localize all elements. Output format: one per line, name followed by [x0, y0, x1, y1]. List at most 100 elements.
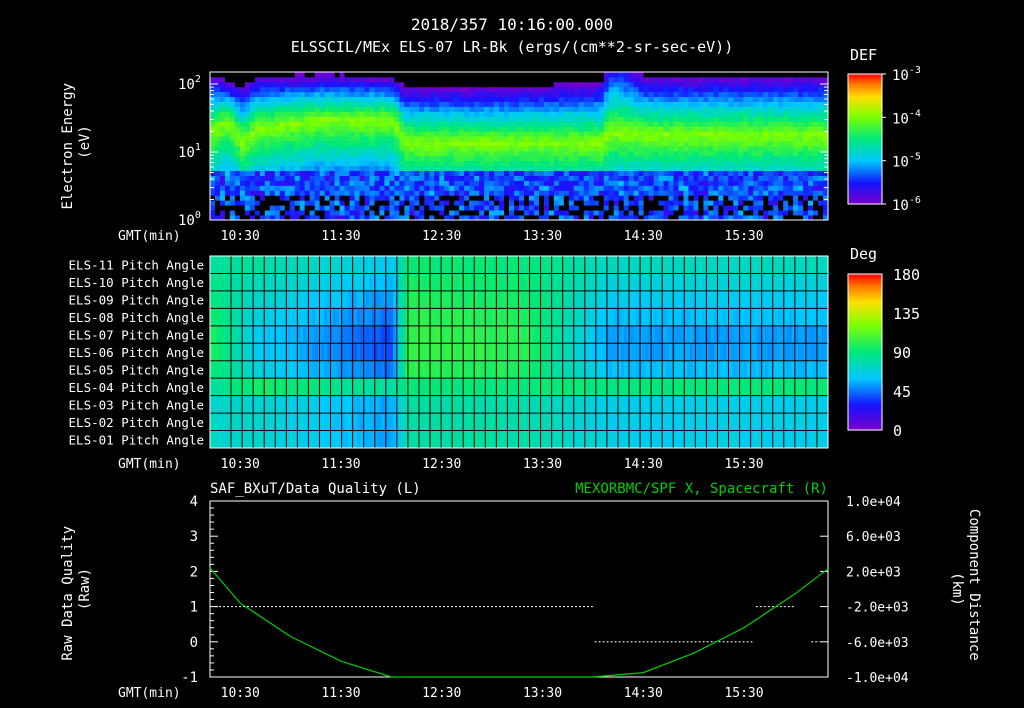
energy-cell — [234, 215, 241, 221]
energy-cell — [259, 72, 266, 78]
energy-cell — [439, 205, 445, 211]
pitch-cell — [411, 430, 415, 449]
energy-cell — [394, 200, 400, 206]
energy-cell — [548, 190, 555, 196]
pitch-cell — [510, 413, 514, 431]
pitch-cell — [510, 308, 514, 327]
energy-cell — [788, 160, 794, 167]
energy-cell — [514, 76, 520, 83]
energy-cell — [523, 91, 530, 98]
energy-cell — [210, 146, 216, 152]
energy-cell — [309, 205, 316, 211]
energy-cell — [299, 165, 306, 172]
energy-cell — [528, 131, 535, 137]
energy-cell — [638, 111, 644, 117]
energy-cell — [748, 170, 754, 176]
energy-cell — [414, 205, 420, 211]
energy-cell — [384, 72, 390, 78]
energy-cell — [354, 111, 360, 117]
energy-cell — [718, 116, 724, 122]
energy-cell — [409, 180, 415, 186]
energy-cell — [269, 195, 276, 201]
energy-cell — [813, 165, 819, 172]
energy-cell — [349, 180, 355, 186]
energy-cell — [379, 91, 385, 98]
energy-cell — [514, 160, 520, 167]
energy-cell — [558, 150, 565, 157]
energy-cell — [224, 111, 231, 117]
pitch-cell — [276, 308, 280, 327]
energy-cell — [384, 190, 390, 196]
pitch-cell — [327, 256, 331, 274]
energy-cell — [678, 72, 684, 78]
energy-cell — [484, 205, 490, 211]
energy-cell — [553, 200, 560, 206]
energy-cell — [399, 180, 405, 186]
energy-cell — [334, 126, 340, 132]
energy-cell — [414, 126, 420, 132]
energy-cell — [314, 131, 321, 137]
pitch-cell — [357, 413, 361, 431]
energy-cell — [648, 76, 654, 83]
energy-cell — [818, 101, 824, 107]
energy-cell — [598, 96, 605, 102]
energy-cell — [304, 136, 311, 142]
energy-tick-label-0: 100 — [178, 210, 201, 229]
energy-cell — [454, 96, 460, 102]
pitch-cell — [279, 290, 283, 309]
energy-cell — [653, 190, 659, 196]
energy-cell — [598, 72, 605, 78]
energy-cell — [279, 106, 286, 112]
pitch-cell — [276, 256, 280, 274]
energy-cell — [464, 101, 470, 107]
energy-cell — [763, 141, 769, 147]
energy-cell — [793, 190, 799, 196]
energy-cell — [344, 150, 350, 157]
energy-cell — [588, 185, 595, 191]
energy-cell — [244, 126, 251, 132]
pitch-cell — [399, 343, 403, 362]
energy-cell — [404, 165, 410, 172]
energy-cell — [733, 126, 739, 132]
pitch-cell — [513, 360, 517, 379]
energy-cell — [444, 101, 450, 107]
energy-cell — [768, 72, 774, 78]
pitch-cell — [483, 343, 487, 362]
energy-cell — [414, 91, 420, 98]
energy-cell — [653, 72, 659, 78]
energy-cell — [533, 111, 540, 117]
energy-cell — [249, 185, 256, 191]
pitch-cell — [438, 290, 442, 309]
energy-cell — [523, 121, 530, 127]
pitch-cell — [480, 256, 484, 274]
energy-cell — [499, 86, 505, 93]
pitch-cell — [288, 378, 292, 397]
energy-cell — [304, 195, 311, 201]
energy-cell — [653, 91, 659, 98]
energy-cell — [803, 215, 809, 221]
energy-cell — [439, 170, 445, 176]
energy-cell — [284, 185, 291, 191]
energy-cell — [823, 106, 829, 112]
energy-cell — [553, 170, 560, 176]
pitch-cell — [354, 273, 358, 292]
energy-cell — [683, 175, 689, 181]
energy-cell — [424, 180, 430, 186]
energy-cell — [538, 195, 545, 201]
energy-cell — [728, 180, 734, 186]
energy-cell — [284, 175, 291, 181]
energy-cell — [608, 146, 615, 152]
energy-cell — [538, 116, 545, 122]
pitch-cell — [423, 413, 427, 431]
energy-cell — [244, 210, 251, 216]
energy-cell — [339, 170, 345, 176]
energy-cell — [419, 96, 425, 102]
energy-cell — [214, 101, 221, 107]
energy-cell — [748, 86, 754, 93]
energy-cell — [264, 146, 271, 152]
energy-cell — [528, 91, 535, 98]
pitch-cell — [489, 290, 493, 309]
energy-cell — [683, 215, 689, 221]
energy-cell — [693, 150, 699, 157]
energy-cell — [299, 175, 306, 181]
